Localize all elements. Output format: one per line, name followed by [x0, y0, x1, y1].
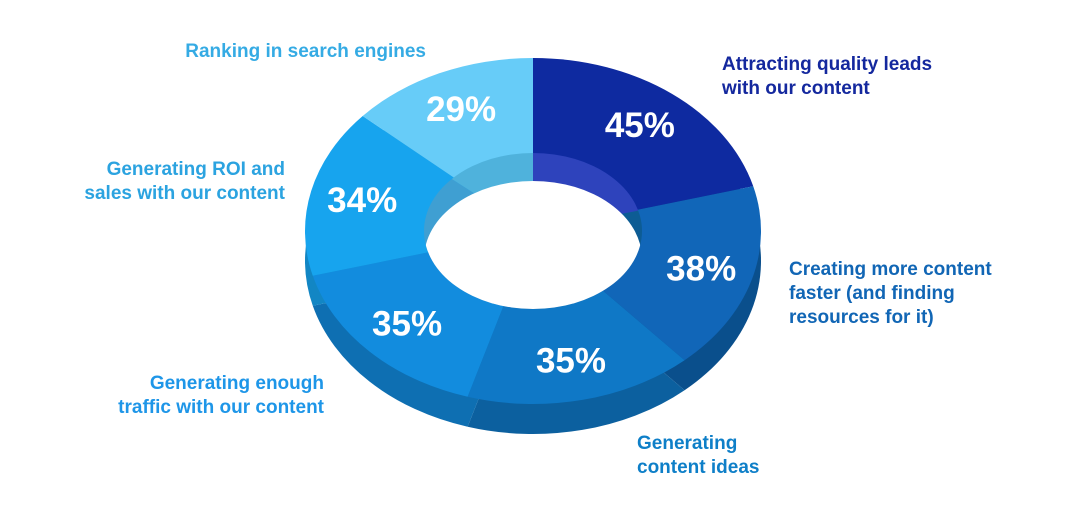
segment-label-attracting-quality-leads: Attracting quality leads with our conten…: [722, 54, 933, 99]
segment-percent-generating-enough-traffic: 35%: [372, 304, 442, 343]
segment-percent-creating-more-content-faster: 38%: [666, 250, 736, 289]
segment-label-ranking-search-engines: Ranking in search engines: [185, 41, 426, 62]
segment-percent-generating-roi-sales: 34%: [327, 181, 397, 220]
donut-hole: [424, 181, 642, 309]
segment-percent-ranking-search-engines: 29%: [426, 90, 496, 129]
segment-percent-attracting-quality-leads: 45%: [605, 106, 675, 145]
segment-label-creating-more-content-faster: Creating more content faster (and findin…: [789, 259, 992, 328]
segment-label-generating-enough-traffic: Generating enough traffic with our conte…: [118, 373, 324, 418]
segment-label-generating-roi-sales: Generating ROI and sales with our conten…: [84, 159, 285, 204]
segment-label-generating-content-ideas: Generating content ideas: [637, 433, 760, 478]
segment-percent-generating-content-ideas: 35%: [536, 342, 606, 381]
